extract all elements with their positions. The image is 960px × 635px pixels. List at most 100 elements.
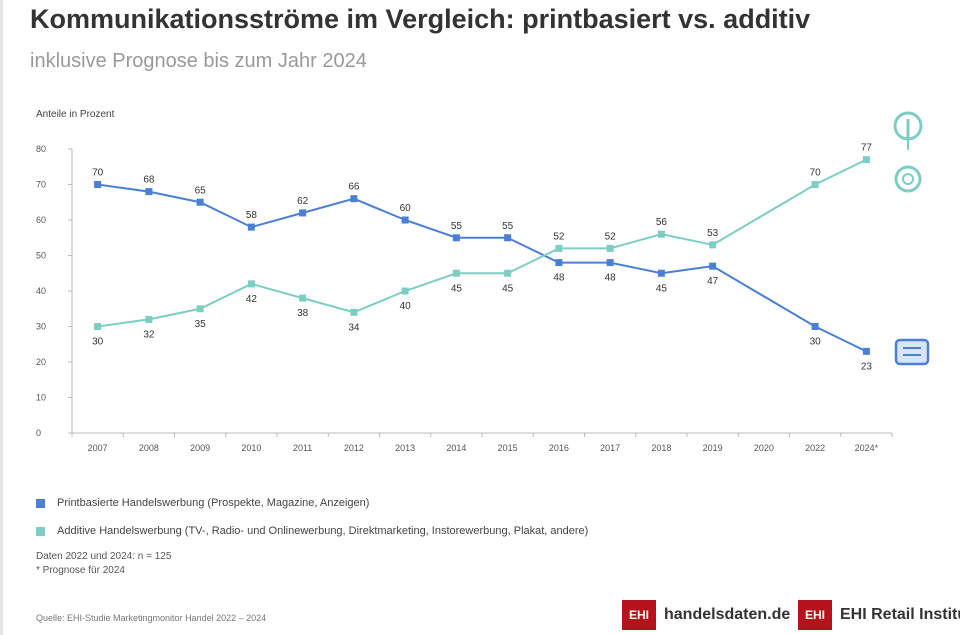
- data-label: 60: [400, 203, 412, 214]
- data-label: 77: [861, 143, 873, 154]
- data-label: 70: [92, 168, 104, 179]
- data-point: [299, 209, 307, 217]
- brand-ehi[interactable]: EHI EHI Retail Institute: [798, 600, 960, 630]
- data-label: 45: [502, 283, 514, 294]
- x-tick-label: 2015: [498, 443, 518, 453]
- line-chart: Anteile in Prozent 0 10 20 30 40 50 60 70 80 2007…: [36, 109, 930, 453]
- note-forecast: * Prognose für 2024: [36, 565, 125, 576]
- x-tick-label: 2010: [241, 443, 261, 453]
- data-label: 66: [348, 182, 360, 193]
- ehi-logo: EHI: [622, 600, 656, 630]
- brand-name-ehi: EHI Retail Institute: [840, 606, 960, 623]
- y-tick-label: 80: [36, 144, 46, 154]
- data-point: [247, 280, 255, 288]
- data-point: [657, 269, 665, 277]
- data-point: [94, 323, 102, 330]
- x-tick-label: 2020: [754, 443, 774, 453]
- data-label: 48: [605, 273, 617, 284]
- data-point: [452, 269, 460, 277]
- data-point: [555, 244, 563, 252]
- instagram-icon: [894, 165, 922, 193]
- data-point: [401, 216, 409, 224]
- data-point: [862, 156, 870, 164]
- x-tick-label: 2024*: [855, 443, 879, 453]
- data-label: 34: [348, 322, 360, 333]
- brand-name-handelsdaten: handelsdaten.de: [664, 606, 791, 623]
- source-note: Quelle: EHI-Studie Marketingmonitor Hand…: [36, 613, 267, 623]
- lamp-icon: [893, 111, 923, 150]
- data-point: [606, 244, 614, 252]
- x-tick-label: 2014: [446, 443, 466, 453]
- ehi-logo: EHI: [798, 600, 832, 630]
- chart-title: Kommunikationsströme im Vergleich: print…: [30, 4, 811, 34]
- data-label: 35: [195, 319, 207, 330]
- data-point: [811, 181, 819, 188]
- y-tick-label: 40: [36, 286, 46, 296]
- x-tick-label: 2022: [805, 443, 825, 453]
- brand-handelsdaten[interactable]: EHI handelsdaten.de: [622, 600, 790, 630]
- y-axis-label: Anteile in Prozent: [36, 109, 115, 120]
- data-point: [657, 230, 665, 238]
- x-tick-label: 2017: [600, 443, 620, 453]
- legend-swatch-print: [36, 498, 45, 508]
- series-layer: [94, 156, 870, 355]
- legend-label-additive: Additive Handelswerbung (TV-, Radio- und…: [57, 525, 589, 538]
- data-point: [196, 198, 204, 206]
- data-label: 55: [451, 221, 463, 232]
- data-point: [452, 234, 460, 242]
- data-point: [350, 195, 358, 203]
- series-line-additive: [97, 158, 867, 328]
- legend-item-additive: Additive Handelswerbung (TV-, Radio- und…: [36, 525, 588, 537]
- chart-subtitle: inklusive Prognose bis zum Jahr 2024: [30, 50, 367, 72]
- data-point: [145, 188, 153, 196]
- x-tick-label: 2019: [703, 443, 723, 453]
- x-tick-label: 2007: [88, 443, 108, 453]
- data-label: 58: [246, 210, 258, 221]
- data-point: [299, 294, 307, 302]
- data-point: [401, 287, 409, 295]
- data-point: [555, 259, 563, 267]
- data-label: 45: [656, 283, 668, 294]
- data-point: [145, 315, 153, 323]
- data-label: 30: [92, 337, 104, 348]
- data-labels: 70 68 65 58 62 66 60 55 55 48 48 45 47 30 23 30 32 35 42 38…: [92, 143, 872, 373]
- axes: 0 10 20 30 40 50 60 70 80 2007 2008 2009 2010 2011 201…: [36, 144, 893, 453]
- data-point: [247, 223, 255, 231]
- data-label: 23: [861, 361, 873, 372]
- legend-swatch-additive: [36, 526, 45, 536]
- y-tick-label: 70: [36, 180, 46, 190]
- data-label: 68: [143, 175, 155, 186]
- newspaper-icon: [894, 338, 930, 366]
- y-tick-label: 20: [36, 357, 46, 367]
- x-tick-label: 2011: [293, 443, 312, 453]
- data-label: 32: [143, 329, 155, 340]
- data-point: [94, 181, 102, 188]
- data-label: 62: [297, 196, 309, 207]
- data-point: [862, 347, 870, 355]
- data-label: 53: [707, 228, 719, 239]
- data-label: 70: [810, 168, 822, 179]
- data-point: [196, 305, 204, 313]
- x-tick-label: 2018: [651, 443, 671, 453]
- data-label: 38: [297, 308, 309, 319]
- series-line-print: [97, 183, 867, 353]
- note-sample: Daten 2022 und 2024: n = 125: [36, 551, 172, 562]
- data-label: 47: [707, 276, 719, 287]
- data-label: 65: [195, 185, 207, 196]
- data-label: 52: [553, 231, 565, 242]
- data-label: 30: [810, 337, 822, 348]
- y-tick-label: 60: [36, 215, 46, 225]
- y-tick-label: 50: [36, 251, 46, 261]
- data-point: [504, 234, 512, 242]
- data-point: [709, 241, 717, 249]
- data-point: [709, 262, 717, 270]
- x-tick-label: 2013: [395, 443, 415, 453]
- x-tick-label: 2008: [139, 443, 159, 453]
- data-label: 40: [400, 301, 412, 312]
- data-label: 45: [451, 283, 463, 294]
- y-tick-label: 0: [36, 428, 41, 438]
- legend-label-print: Printbasierte Handelswerbung (Prospekte,…: [57, 497, 370, 510]
- data-point: [606, 259, 614, 267]
- y-tick-label: 10: [36, 393, 46, 403]
- data-label: 56: [656, 217, 668, 228]
